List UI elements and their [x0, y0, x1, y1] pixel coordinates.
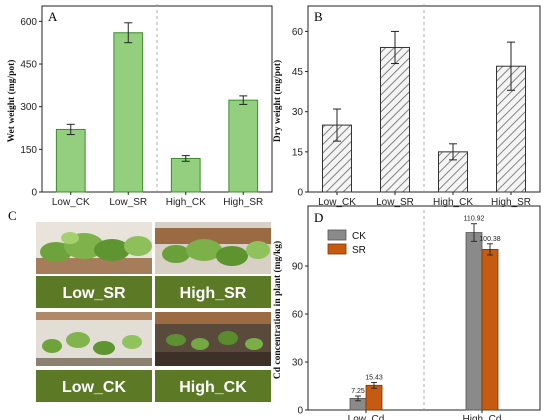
panel-d-y-tick-label: 90	[292, 262, 304, 273]
photo-low-ck-soil	[36, 358, 152, 366]
panel-d-y-tick-label: 60	[292, 310, 304, 321]
panel-b-y-tick-label: 45	[292, 67, 304, 78]
panel-d-x-tick-label: High_Cd	[463, 414, 502, 420]
panel-a-letter: A	[48, 9, 58, 24]
panel-d-y-axis-label: Cd concentration in plant (mg/kg)	[272, 241, 283, 379]
photo-low-ck-leaf	[122, 335, 142, 349]
panel-d-bar-sr	[365, 384, 383, 411]
panel-a-wet-weight-chart: A 0 150 300 450 600 Wet weight (mg/pot) Low_CK…	[6, 4, 273, 208]
panel-d-cd-concentration-chart: D 0 30 60 90 Cd concentration in plant (mg/k…	[272, 205, 541, 420]
panel-a-plot: 0 150 300 450 600 Wet weight (mg/pot) Low_CK Lo…	[6, 4, 272, 208]
photo-low-ck-label: Low_CK	[62, 379, 126, 396]
panel-b-dry-weight-chart: B 0 15 30 45 60 Dry weight (mg/pot) Low_CK Low_…	[272, 4, 541, 208]
photo-high-ck-label-box	[155, 370, 271, 402]
panel-a-x-tick-label: Low_CK	[52, 197, 90, 208]
panel-a-bar	[170, 157, 201, 193]
panel-a-y-axis-label: Wet weight (mg/pot)	[6, 60, 17, 143]
panel-a-y-tick-label: 0	[31, 188, 37, 199]
panel-b-bar	[380, 46, 410, 193]
photo-low-ck-leaf	[66, 332, 90, 348]
photo-high-sr-label-box	[155, 276, 271, 308]
panel-d-data-label: 100.38	[479, 236, 501, 243]
panel-b-y-tick-label: 0	[297, 188, 303, 199]
photo-low-sr-leaf	[40, 242, 72, 262]
panel-b-plot: 0 15 30 45 60 Dry weight (mg/pot) Low_CK Low_SR…	[272, 4, 540, 208]
photo-high-ck-leaf	[191, 338, 209, 350]
panel-b-letter: B	[314, 9, 323, 24]
panel-d-data-label: 15.43	[365, 374, 383, 381]
photo-low-ck-label-box	[36, 370, 152, 402]
photo-high-ck-soil	[155, 352, 271, 366]
photo-low-sr-label: Low_SR	[62, 285, 126, 302]
photo-high-sr-leaf	[162, 245, 190, 263]
photo-low-ck-leaf	[42, 339, 62, 353]
panel-d-bar-sr	[481, 248, 499, 411]
photo-low-ck-pot	[36, 312, 152, 320]
panel-d-y-tick-label: 0	[297, 406, 303, 417]
panel-d-bar-ck	[465, 232, 483, 411]
panel-d-legend-swatch-sr	[327, 243, 347, 255]
panel-b-y-tick-label: 60	[292, 27, 304, 38]
panel-c-letter: C	[8, 208, 17, 223]
panel-a-bar	[55, 128, 86, 193]
panel-c-plant-photos: C Low_SR High_SR	[8, 208, 271, 402]
panel-a-bar	[113, 32, 144, 193]
panel-d-letter: D	[314, 210, 323, 225]
panel-d-x-tick-label: Low_Cd	[348, 414, 385, 420]
panel-b-y-axis-label: Dry weight (mg/pot)	[272, 60, 283, 142]
panel-b-x-tick-label: Low_CK	[318, 197, 356, 208]
panel-a-y-tick-label: 450	[20, 60, 37, 71]
photo-high-ck-label: High_CK	[179, 379, 247, 396]
panel-d-data-label: 7.25	[351, 388, 365, 395]
photo-high-ck-leaf	[218, 331, 238, 345]
panel-d-legend-label-sr: SR	[352, 245, 366, 256]
photo-high-sr	[155, 222, 271, 274]
photo-low-sr-leaf	[124, 236, 152, 256]
photo-low-sr	[36, 222, 152, 274]
photo-high-sr-label: High_SR	[180, 285, 247, 302]
photo-high-sr-leaf	[186, 239, 222, 261]
photo-low-ck-leaf	[93, 341, 115, 355]
panel-a-y-tick-label: 600	[20, 17, 37, 28]
panel-b-y-tick-label: 15	[292, 147, 304, 158]
panel-d-legend-label-ck: CK	[352, 231, 366, 242]
panel-d-legend-swatch-ck	[327, 229, 347, 241]
panel-b-x-tick-label: High_CK	[433, 197, 473, 208]
photo-high-sr-leaf	[216, 246, 248, 266]
photo-low-sr-label-box	[36, 276, 152, 308]
panel-b-x-tick-label: High_SR	[491, 197, 531, 208]
panel-a-y-tick-label: 150	[20, 145, 37, 156]
panel-b-y-tick-label: 30	[292, 107, 304, 118]
photo-high-ck-leaf	[245, 338, 263, 350]
photo-low-sr-leaf	[61, 232, 79, 244]
photo-low-sr-leaf	[94, 239, 130, 261]
panel-d-plot: 0 30 60 90 Cd concentration in plant (mg/kg)…	[272, 210, 540, 420]
photo-high-ck	[155, 312, 271, 366]
panel-b-x-tick-label: Low_SR	[376, 197, 414, 208]
photo-high-sr-leaf	[246, 241, 270, 259]
panel-a-bar	[228, 99, 259, 193]
photo-high-ck-leaf	[166, 334, 186, 346]
panel-d-y-tick-label: 30	[292, 358, 304, 369]
panel-a-y-tick-label: 300	[20, 102, 37, 113]
photo-low-ck	[36, 312, 152, 366]
panel-a-x-tick-label: High_SR	[223, 197, 263, 208]
panel-a-x-tick-label: Low_SR	[109, 197, 147, 208]
panel-a-x-tick-label: High_CK	[166, 197, 206, 208]
photo-low-sr-pot	[36, 258, 152, 274]
photo-high-ck-pot	[155, 312, 271, 324]
photo-high-sr-pot	[155, 228, 271, 244]
panel-d-data-label: 110.92	[464, 216, 485, 223]
